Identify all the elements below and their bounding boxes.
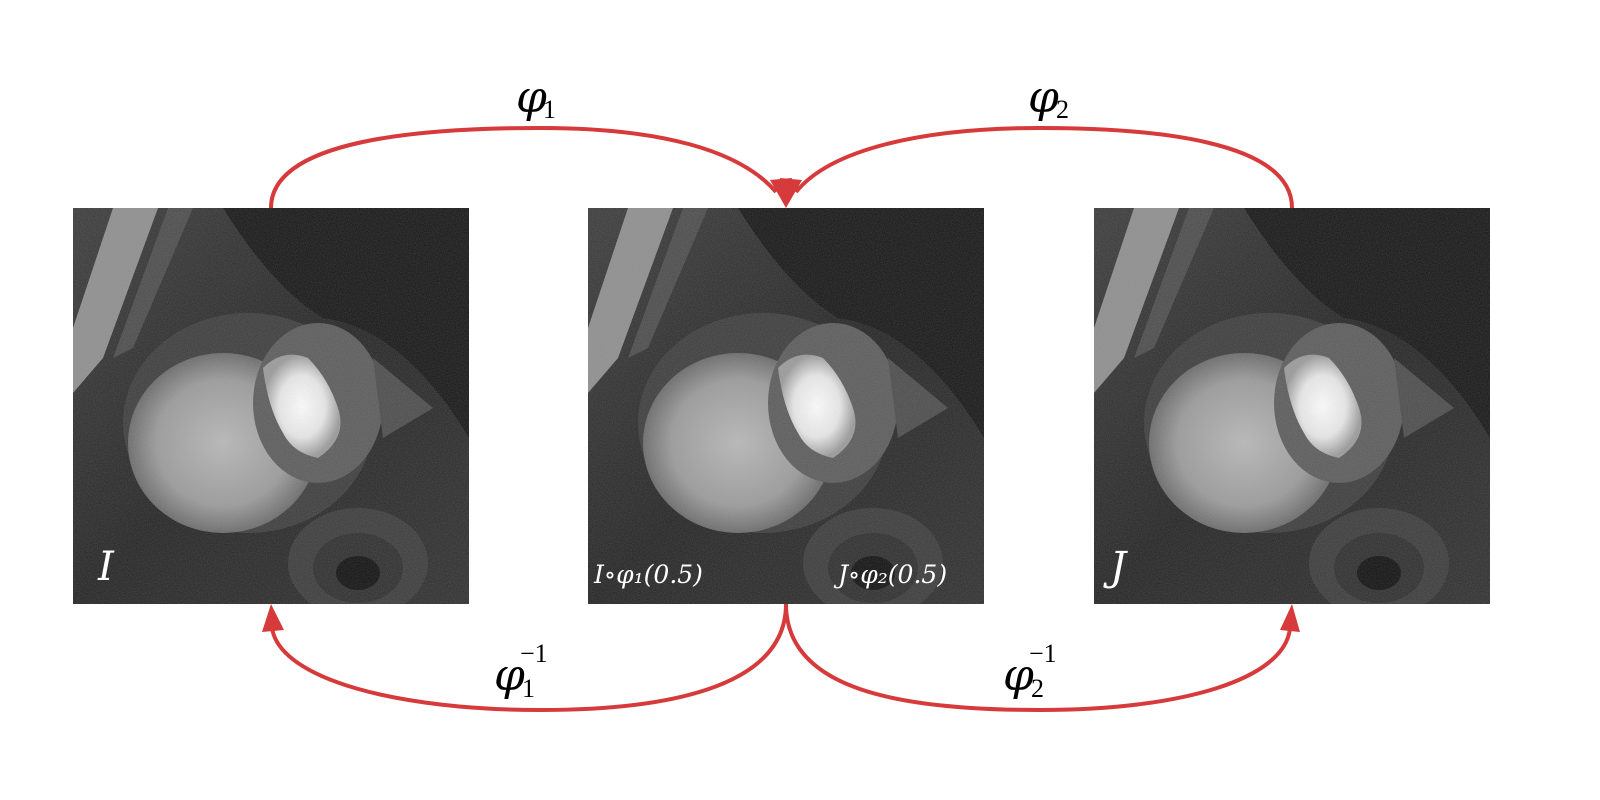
- label-phi1-sub: 1: [543, 95, 556, 124]
- label-J-warped: J∘φ₂(0.5): [833, 560, 947, 589]
- label-phi2-base: φ: [1028, 72, 1059, 123]
- arrow-phi2-inverse-head: [1280, 604, 1300, 632]
- panel-right-image: [1094, 208, 1490, 618]
- label-phi2-inverse-base: φ: [1003, 650, 1034, 701]
- arrow-phi1: [269, 125, 778, 209]
- label-phi1-base: φ: [516, 72, 547, 123]
- panel-left-image: [73, 208, 469, 618]
- arrows: [262, 125, 1300, 713]
- arrow-phi2-inverse: [784, 603, 1292, 713]
- label-phi1-inverse-base: φ: [494, 650, 525, 701]
- label-I-warped: I∘φ₁(0.5): [593, 560, 703, 589]
- label-phi1-inverse-sup: −1: [520, 639, 548, 668]
- arrow-phi1-inverse: [270, 603, 788, 713]
- label-phi2: φ 2: [1028, 72, 1069, 124]
- label-phi2-inverse-sub: 2: [1031, 674, 1044, 703]
- panel-middle-image: [588, 208, 984, 618]
- label-phi2-inverse: φ 2 −1: [1003, 639, 1057, 703]
- label-phi1-inverse-sub: 1: [522, 674, 535, 703]
- label-phi2-sub: 2: [1056, 95, 1069, 124]
- arrow-phi2-head: [780, 178, 802, 208]
- label-phi2-inverse-sup: −1: [1029, 639, 1057, 668]
- arrow-phi2: [794, 125, 1294, 209]
- panel-middle: [588, 208, 984, 618]
- label-I: I: [97, 544, 115, 590]
- arrow-phi1-inverse-head: [262, 604, 284, 632]
- panel-right: [1094, 208, 1490, 618]
- label-phi1: φ 1: [516, 72, 556, 124]
- label-phi1-inverse: φ 1 −1: [494, 639, 548, 703]
- panel-left: [73, 208, 469, 618]
